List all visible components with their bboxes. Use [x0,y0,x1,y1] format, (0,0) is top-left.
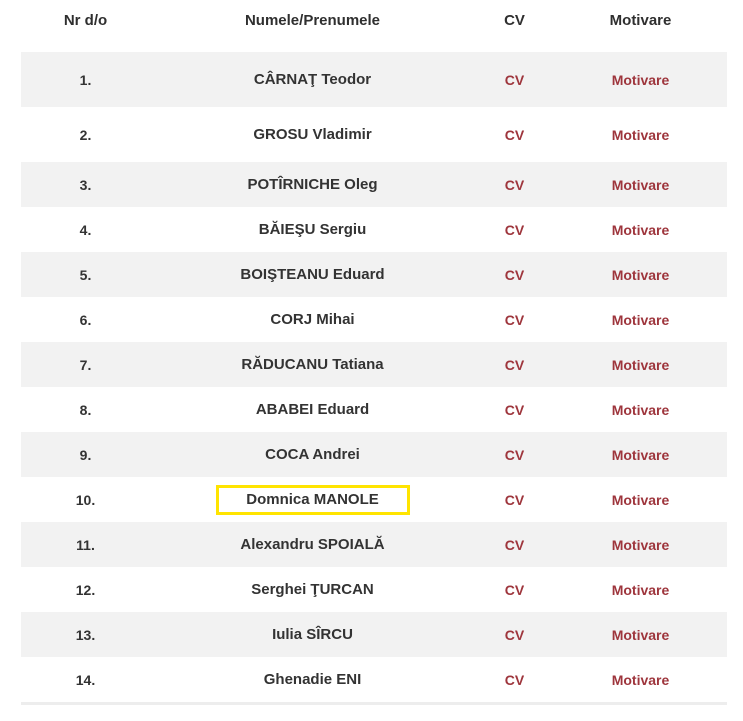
candidate-name: Iulia SÎRCU [272,626,353,643]
cv-link[interactable]: CV [504,311,525,328]
motivare-link[interactable]: Motivare [611,446,670,463]
motivare-link[interactable]: Motivare [611,401,670,418]
table-row: 11. Alexandru SPOIALĂ CV Motivare [21,522,727,567]
motivare-link[interactable]: Motivare [611,266,670,283]
table-row: 3. POTÎRNICHE Oleg CV Motivare [21,162,727,207]
row-number: 4. [79,221,92,238]
row-number: 9. [79,446,92,463]
table-header-row: Nr d/o Numele/Prenumele CV Motivare [21,0,727,52]
table-row: 7. RĂDUCANU Tatiana CV Motivare [21,342,727,387]
row-number: 5. [79,266,92,283]
cv-link[interactable]: CV [504,356,525,373]
candidate-name: BĂIEŞU Sergiu [258,221,367,238]
header-motivare: Motivare [609,12,672,29]
row-number: 14. [75,671,96,688]
table-row: 5. BOIŞTEANU Eduard CV Motivare [21,252,727,297]
row-number: 11. [76,536,95,553]
cv-link[interactable]: CV [504,581,525,598]
row-number: 2. [79,126,92,143]
candidate-name: Serghei ŢURCAN [251,581,374,598]
candidate-name: POTÎRNICHE Oleg [247,176,378,193]
table-bottom-divider [21,702,727,705]
row-number: 1. [79,71,92,88]
cv-link[interactable]: CV [504,176,525,193]
cv-link[interactable]: CV [504,671,525,688]
candidate-name: Alexandru SPOIALĂ [240,536,385,553]
table-row: 14. Ghenadie ENI CV Motivare [21,657,727,702]
row-number: 7. [79,356,92,373]
table-body: 1. CÂRNAŢ Teodor CV Motivare 2. GROSU Vl… [21,52,727,702]
motivare-link[interactable]: Motivare [611,356,670,373]
motivare-link[interactable]: Motivare [611,176,670,193]
candidate-name: CÂRNAŢ Teodor [253,71,372,88]
table-row: 13. Iulia SÎRCU CV Motivare [21,612,727,657]
cv-link[interactable]: CV [504,126,525,143]
motivare-link[interactable]: Motivare [611,491,670,508]
candidate-name: BOIŞTEANU Eduard [240,266,385,283]
motivare-link[interactable]: Motivare [611,126,670,143]
row-number: 3. [79,176,92,193]
cv-link[interactable]: CV [504,536,525,553]
row-number: 13. [75,626,96,643]
candidate-name-highlighted: Domnica MANOLE [215,484,410,515]
motivare-link[interactable]: Motivare [611,581,670,598]
cv-link[interactable]: CV [504,446,525,463]
motivare-link[interactable]: Motivare [611,536,670,553]
row-number: 8. [79,401,92,418]
table-row: 4. BĂIEŞU Sergiu CV Motivare [21,207,727,252]
table-row: 1. CÂRNAŢ Teodor CV Motivare [21,52,727,107]
candidate-name: CORJ Mihai [270,311,355,328]
row-number: 6. [79,311,92,328]
candidates-table: Nr d/o Numele/Prenumele CV Motivare 1. C… [21,0,727,705]
motivare-link[interactable]: Motivare [611,221,670,238]
table-row: 2. GROSU Vladimir CV Motivare [21,107,727,162]
table-row: 10. Domnica MANOLE CV Motivare [21,477,727,522]
header-cv: CV [504,12,525,29]
motivare-link[interactable]: Motivare [611,71,670,88]
row-number: 10. [75,491,96,508]
table-row: 9. COCA Andrei CV Motivare [21,432,727,477]
cv-link[interactable]: CV [504,266,525,283]
table-row: 8. ABABEI Eduard CV Motivare [21,387,727,432]
motivare-link[interactable]: Motivare [611,311,670,328]
cv-link[interactable]: CV [504,626,525,643]
cv-link[interactable]: CV [504,221,525,238]
candidate-name: RĂDUCANU Tatiana [241,356,384,373]
header-name: Numele/Prenumele [244,12,381,29]
motivare-link[interactable]: Motivare [611,626,670,643]
candidate-name: ABABEI Eduard [255,401,370,418]
table-row: 6. CORJ Mihai CV Motivare [21,297,727,342]
cv-link[interactable]: CV [504,71,525,88]
cv-link[interactable]: CV [504,491,525,508]
row-number: 12. [75,581,96,598]
header-nr: Nr d/o [63,12,108,29]
candidate-name: COCA Andrei [265,446,360,463]
cv-link[interactable]: CV [504,401,525,418]
table-row: 12. Serghei ŢURCAN CV Motivare [21,567,727,612]
motivare-link[interactable]: Motivare [611,671,670,688]
candidate-name: Ghenadie ENI [263,671,362,688]
candidate-name: GROSU Vladimir [253,126,372,143]
